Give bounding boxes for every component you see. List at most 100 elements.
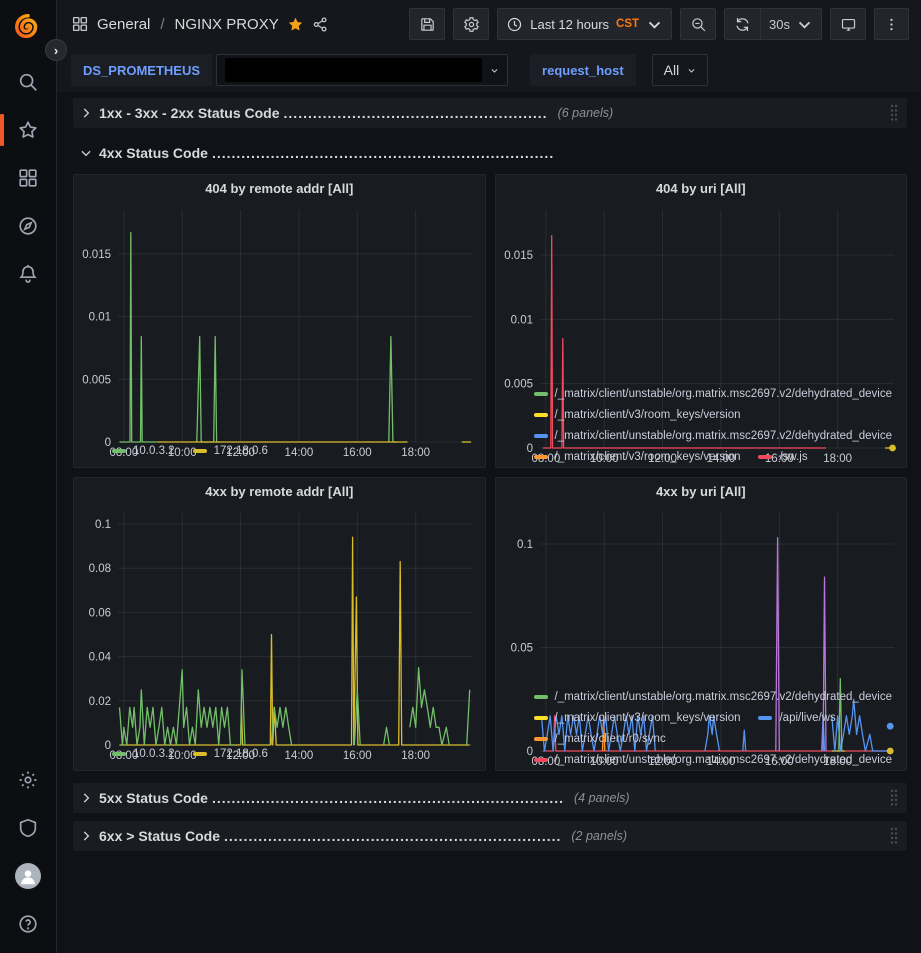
svg-text:0.08: 0.08 [89, 563, 111, 575]
chart-legend: 10.0.3.2 172.18.0.6 [74, 741, 485, 770]
row-panel-count: (6 panels) [558, 106, 614, 120]
legend-label: 10.0.3.2 [133, 748, 175, 760]
dashboard-settings-button[interactable] [453, 8, 489, 40]
variable-value-request-host[interactable]: All [652, 54, 709, 86]
breadcrumb: General / NGINX PROXY [71, 15, 329, 33]
svg-text:0.015: 0.015 [82, 249, 111, 261]
legend-swatch [758, 716, 772, 720]
share-icon[interactable] [312, 16, 329, 33]
legend-row: /_matrix/client/v3/room_keys/version [534, 404, 901, 425]
sidebar-expand-button[interactable]: › [45, 39, 67, 61]
legend-item[interactable]: 172.18.0.6 [193, 748, 268, 760]
svg-text:0.02: 0.02 [89, 696, 111, 708]
legend-label: /_matrix/client/unstable/org.matrix.msc2… [555, 754, 893, 766]
request-host-value: All [664, 62, 680, 78]
legend-item[interactable]: 10.0.3.2 [112, 748, 175, 760]
legend-item[interactable]: 172.18.0.6 [193, 445, 268, 457]
sidebar-bottom-group [8, 765, 48, 939]
variable-label-ds-prometheus[interactable]: DS_PROMETHEUS [71, 54, 212, 86]
panel-404-by-remote-addr: 404 by remote addr [All] 08:0010:0012:00… [73, 174, 486, 468]
drag-handle-icon[interactable] [889, 826, 899, 847]
refresh-button[interactable] [724, 8, 760, 40]
panel-title[interactable]: 4xx by uri [All] [496, 478, 907, 504]
variable-value-ds-prometheus[interactable] [216, 54, 508, 86]
sidebar-item-server-admin[interactable] [8, 813, 48, 843]
dashboard-title[interactable]: NGINX PROXY [175, 16, 279, 33]
legend-label: 172.18.0.6 [214, 445, 268, 457]
legend-row: /_matrix/client/v3/room_keys/version/api… [534, 707, 901, 728]
sidebar-item-explore[interactable] [8, 211, 48, 241]
grafana-logo[interactable] [8, 9, 48, 45]
panel-title[interactable]: 404 by uri [All] [496, 175, 907, 201]
svg-text:0.005: 0.005 [82, 374, 111, 386]
panel-title[interactable]: 404 by remote addr [All] [74, 175, 485, 201]
row-1xx-3xx-2xx[interactable]: 1xx - 3xx - 2xx Status Code ............… [73, 98, 907, 128]
chevron-down-icon [490, 66, 499, 75]
search-icon[interactable] [8, 67, 48, 97]
help-icon[interactable] [8, 909, 48, 939]
sidebar-item-alerting[interactable] [8, 259, 48, 289]
legend-label: /_matrix/client/r0/sync [555, 733, 666, 745]
chart-404-by-uri[interactable]: 08:0010:0012:0014:0016:0018:0000.0050.01… [496, 201, 907, 381]
legend-item[interactable]: /_matrix/client/unstable/org.matrix.msc2… [534, 691, 893, 703]
row-6xx[interactable]: 6xx > Status Code ......................… [73, 821, 907, 851]
top-navbar: General / NGINX PROXY Last 12 hours CST [57, 0, 921, 48]
legend-swatch [534, 392, 548, 396]
time-range-picker[interactable]: Last 12 hours CST [497, 8, 672, 40]
sidebar-item-configuration[interactable] [8, 765, 48, 795]
legend-label: /_matrix/client/v3/room_keys/version [555, 712, 741, 724]
drag-handle-icon[interactable] [889, 103, 899, 124]
legend-label: 172.18.0.6 [214, 748, 268, 760]
chart-404-by-remote-addr[interactable]: 08:0010:0012:0014:0016:0018:0000.0050.01… [74, 201, 485, 438]
svg-text:0.01: 0.01 [89, 312, 111, 324]
svg-text:0.05: 0.05 [510, 643, 532, 655]
row-panel-count: (2 panels) [571, 829, 627, 843]
row-4xx[interactable]: 4xx Status Code ........................… [73, 138, 907, 168]
panel-title[interactable]: 4xx by remote addr [All] [74, 478, 485, 504]
refresh-group: 30s [724, 8, 822, 40]
legend-item[interactable]: /_matrix/client/v3/room_keys/version [534, 451, 741, 463]
time-range-label: Last 12 hours [530, 17, 609, 32]
legend-swatch [534, 758, 548, 762]
refresh-interval-dropdown[interactable]: 30s [760, 8, 822, 40]
variable-label-request-host[interactable]: request_host [530, 54, 636, 86]
row-5xx[interactable]: 5xx Status Code ........................… [73, 783, 907, 813]
breadcrumb-folder[interactable]: General [97, 16, 150, 33]
drag-handle-icon[interactable] [889, 788, 899, 809]
legend-row: /_matrix/client/unstable/org.matrix.msc2… [534, 749, 901, 770]
legend-item[interactable]: /sw.js [758, 451, 807, 463]
legend-row: 10.0.3.2 172.18.0.6 [112, 743, 479, 764]
legend-label: /_matrix/client/unstable/org.matrix.msc2… [555, 388, 893, 400]
chart-4xx-by-uri[interactable]: 08:0010:0012:0014:0016:0018:0000.050.1 [496, 504, 907, 684]
grafana-app: › General / NGINX PROXY [0, 0, 921, 953]
legend-item[interactable]: /_matrix/client/unstable/org.matrix.msc2… [534, 388, 893, 400]
legend-item[interactable]: /_matrix/client/unstable/org.matrix.msc2… [534, 754, 893, 766]
legend-row: /_matrix/client/unstable/org.matrix.msc2… [534, 686, 901, 707]
legend-swatch [193, 449, 207, 453]
chevron-down-icon [796, 16, 813, 33]
row-leader-dots: ........................................… [212, 790, 564, 806]
row-title: 4xx Status Code [99, 145, 208, 161]
legend-row: /_matrix/client/unstable/org.matrix.msc2… [534, 383, 901, 404]
legend-item[interactable]: /_matrix/client/unstable/org.matrix.msc2… [534, 430, 893, 442]
legend-item[interactable]: /api/live/ws [758, 712, 835, 724]
zoom-out-button[interactable] [680, 8, 716, 40]
panel-4xx-by-uri: 4xx by uri [All] 08:0010:0012:0014:0016:… [495, 477, 908, 771]
legend-item[interactable]: 10.0.3.2 [112, 445, 175, 457]
legend-item[interactable]: /_matrix/client/v3/room_keys/version [534, 712, 741, 724]
save-dashboard-button[interactable] [409, 8, 445, 40]
legend-item[interactable]: /_matrix/client/r0/sync [534, 733, 666, 745]
chart-4xx-by-remote-addr[interactable]: 08:0010:0012:0014:0016:0018:0000.020.040… [74, 504, 485, 741]
sidebar-item-dashboards[interactable] [8, 163, 48, 193]
legend-label: 10.0.3.2 [133, 445, 175, 457]
tv-mode-button[interactable] [830, 8, 866, 40]
sidebar-item-starred[interactable] [8, 115, 48, 145]
legend-swatch [534, 413, 548, 417]
profile-avatar[interactable] [8, 861, 48, 891]
svg-text:0.015: 0.015 [504, 250, 533, 262]
star-filled-icon[interactable] [287, 16, 304, 33]
refresh-interval-label: 30s [769, 17, 790, 32]
kebab-menu-button[interactable] [874, 8, 909, 40]
legend-swatch [534, 434, 548, 438]
legend-item[interactable]: /_matrix/client/v3/room_keys/version [534, 409, 741, 421]
